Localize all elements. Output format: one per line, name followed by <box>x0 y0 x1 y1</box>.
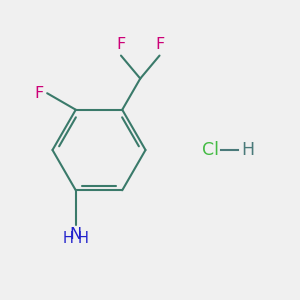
Text: F: F <box>116 37 126 52</box>
Text: F: F <box>34 86 44 101</box>
Text: Cl: Cl <box>202 141 219 159</box>
Text: H: H <box>78 231 89 246</box>
Text: N: N <box>70 227 82 242</box>
Text: F: F <box>155 37 164 52</box>
Text: H: H <box>242 141 255 159</box>
Text: H: H <box>63 231 74 246</box>
